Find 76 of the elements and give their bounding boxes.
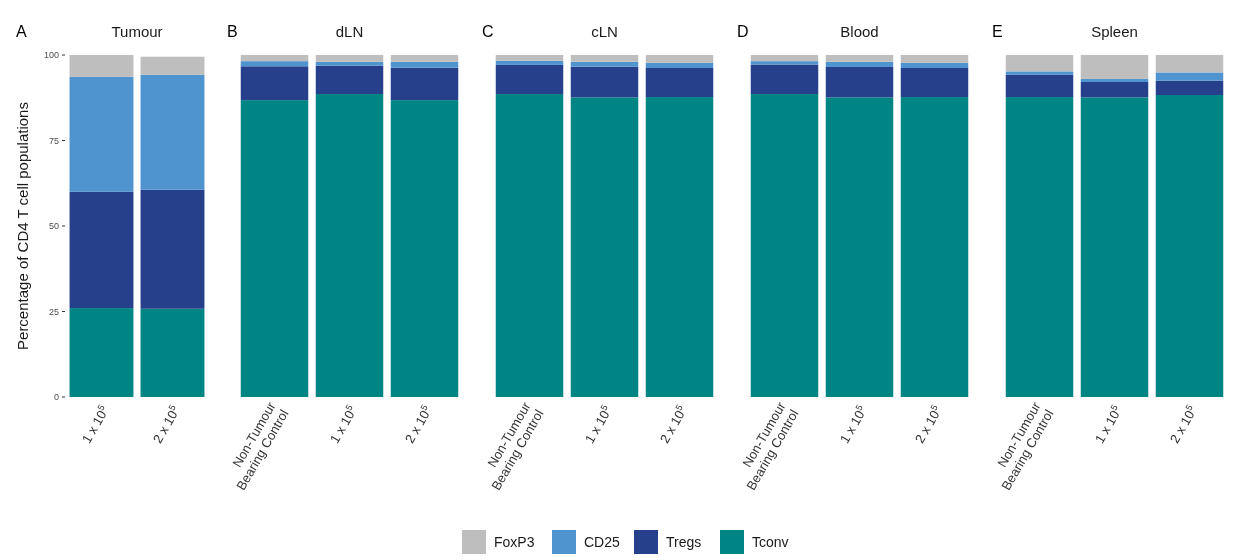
bar (1155, 72, 1224, 81)
text: E (992, 23, 1003, 40)
bar (495, 64, 564, 94)
chart-title: Tumour (111, 23, 163, 40)
chart-title: cLN (591, 23, 618, 40)
bar (825, 66, 894, 98)
bar (390, 67, 459, 101)
bar (900, 68, 969, 98)
bar (140, 189, 205, 309)
legend-label: Tconv (752, 533, 789, 550)
bar (645, 68, 714, 98)
bar (1080, 78, 1149, 83)
bar (825, 97, 894, 397)
bar (1080, 97, 1149, 397)
y-tick-label: 50 (48, 221, 59, 232)
bar (140, 56, 205, 75)
bar (315, 65, 384, 94)
bar (825, 55, 894, 62)
bar (1005, 97, 1074, 397)
bar (645, 55, 714, 63)
y-axis-title: Percentage of CD4 T cell populations (14, 102, 31, 350)
bar (1080, 82, 1149, 98)
bar (69, 76, 134, 192)
text: D (737, 23, 749, 40)
bar (140, 74, 205, 190)
legend-label: FoxP3 (494, 533, 535, 550)
bar (315, 55, 384, 62)
bar (1080, 55, 1149, 79)
bar (240, 61, 309, 67)
bar (1005, 55, 1074, 72)
legend-label: Tregs (666, 533, 702, 550)
text: B (227, 23, 238, 40)
bar (750, 55, 819, 62)
bar (1155, 95, 1224, 397)
bar (390, 55, 459, 62)
y-tick-label: 0 (53, 392, 59, 403)
bar (315, 93, 384, 397)
bar (240, 100, 309, 397)
bar (825, 61, 894, 67)
y-tick-label: 75 (48, 135, 59, 146)
bar (1155, 80, 1224, 96)
text: C (482, 23, 494, 40)
bar (900, 62, 969, 68)
y-tick-label: 25 (48, 306, 59, 317)
chart-title: Blood (840, 23, 879, 40)
bar (69, 308, 134, 397)
bar (570, 61, 639, 67)
bar (570, 97, 639, 397)
bar (645, 62, 714, 68)
bar (570, 66, 639, 98)
y-tick-label: 100 (43, 50, 59, 61)
bar (645, 97, 714, 397)
bar (570, 55, 639, 62)
bar (140, 308, 205, 397)
bar (240, 55, 309, 62)
bar (315, 61, 384, 66)
chart-title: Spleen (1091, 23, 1138, 40)
bar (900, 55, 969, 63)
bar (495, 60, 564, 65)
text: A (16, 23, 27, 40)
bar (495, 93, 564, 397)
bar (69, 55, 134, 77)
bar (1155, 55, 1224, 73)
bar (390, 61, 459, 68)
bar (900, 97, 969, 397)
bar (390, 100, 459, 397)
bar (750, 93, 819, 397)
bar (750, 64, 819, 94)
bar (1005, 71, 1074, 75)
chart-title: dLN (335, 23, 364, 40)
bar (240, 66, 309, 101)
bar (750, 61, 819, 65)
legend-label: CD25 (584, 533, 621, 550)
bar (69, 191, 134, 309)
bar (1005, 74, 1074, 98)
bar (495, 55, 564, 61)
